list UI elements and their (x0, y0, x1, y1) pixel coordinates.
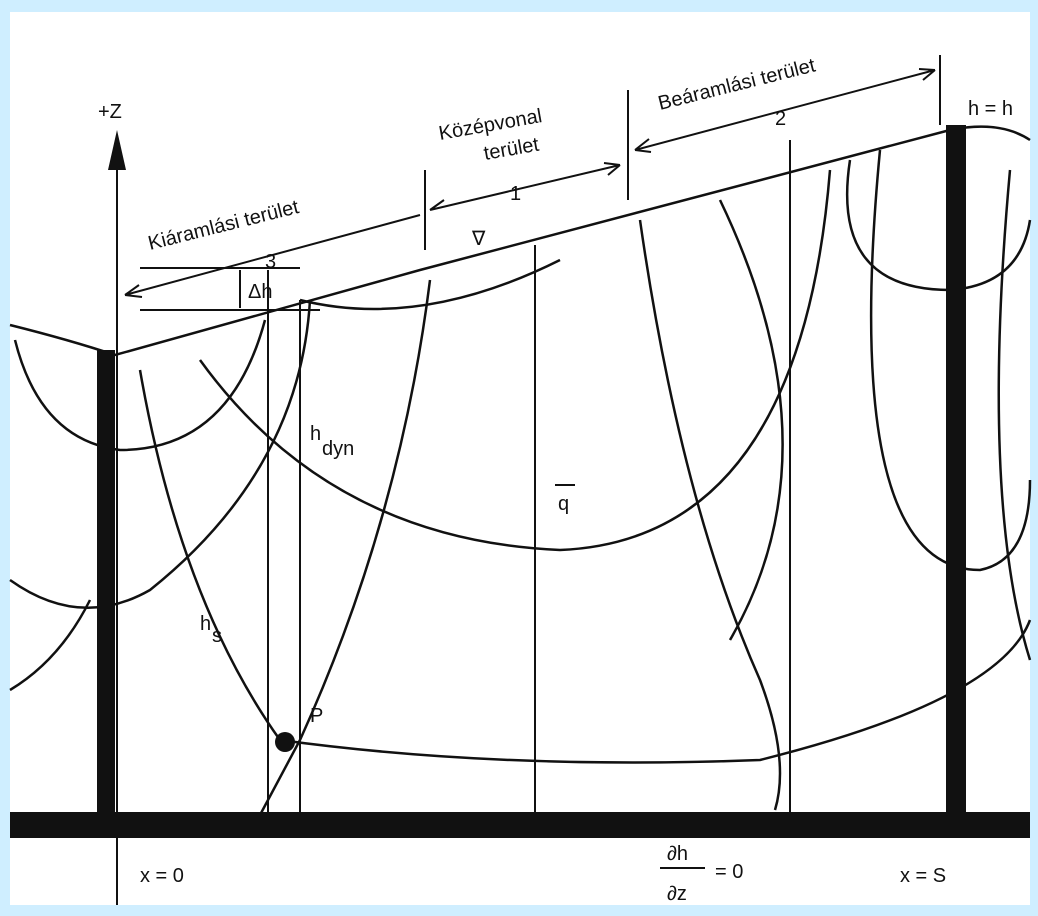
label: Δh (248, 281, 272, 303)
curve (869, 149, 1032, 572)
label: P (310, 705, 323, 727)
curve (258, 279, 432, 816)
curve (9, 599, 92, 692)
curve (997, 169, 1032, 661)
label: 1 (510, 183, 521, 205)
curve (138, 369, 1032, 764)
curve (718, 199, 784, 641)
label: ∂h (667, 843, 688, 865)
curve (845, 159, 1032, 292)
arrow (429, 162, 621, 211)
label: h (310, 423, 321, 445)
label: 2 (775, 108, 786, 130)
paper (10, 12, 1030, 905)
curve (9, 299, 312, 610)
arrow (124, 214, 421, 298)
left-wall (97, 350, 115, 825)
curve (13, 319, 267, 452)
label: s (212, 625, 222, 647)
label: h = h (968, 98, 1013, 120)
curve (299, 258, 561, 311)
label: x = S (900, 865, 946, 887)
label: h (200, 613, 211, 635)
label: = 0 (715, 861, 743, 883)
label: +Z (98, 101, 122, 123)
point-p-dot (275, 732, 295, 752)
label: 3 (265, 251, 276, 273)
label: x = 0 (140, 865, 184, 887)
z-arrow (108, 130, 126, 170)
flow-net (9, 55, 1032, 905)
arrow (634, 68, 936, 153)
base (10, 812, 1030, 838)
label: dyn (322, 438, 354, 460)
label: q (558, 493, 569, 515)
label: ∂z (667, 883, 687, 905)
right-wall (946, 125, 966, 825)
label: ∇ (471, 228, 486, 250)
curve (638, 219, 782, 811)
